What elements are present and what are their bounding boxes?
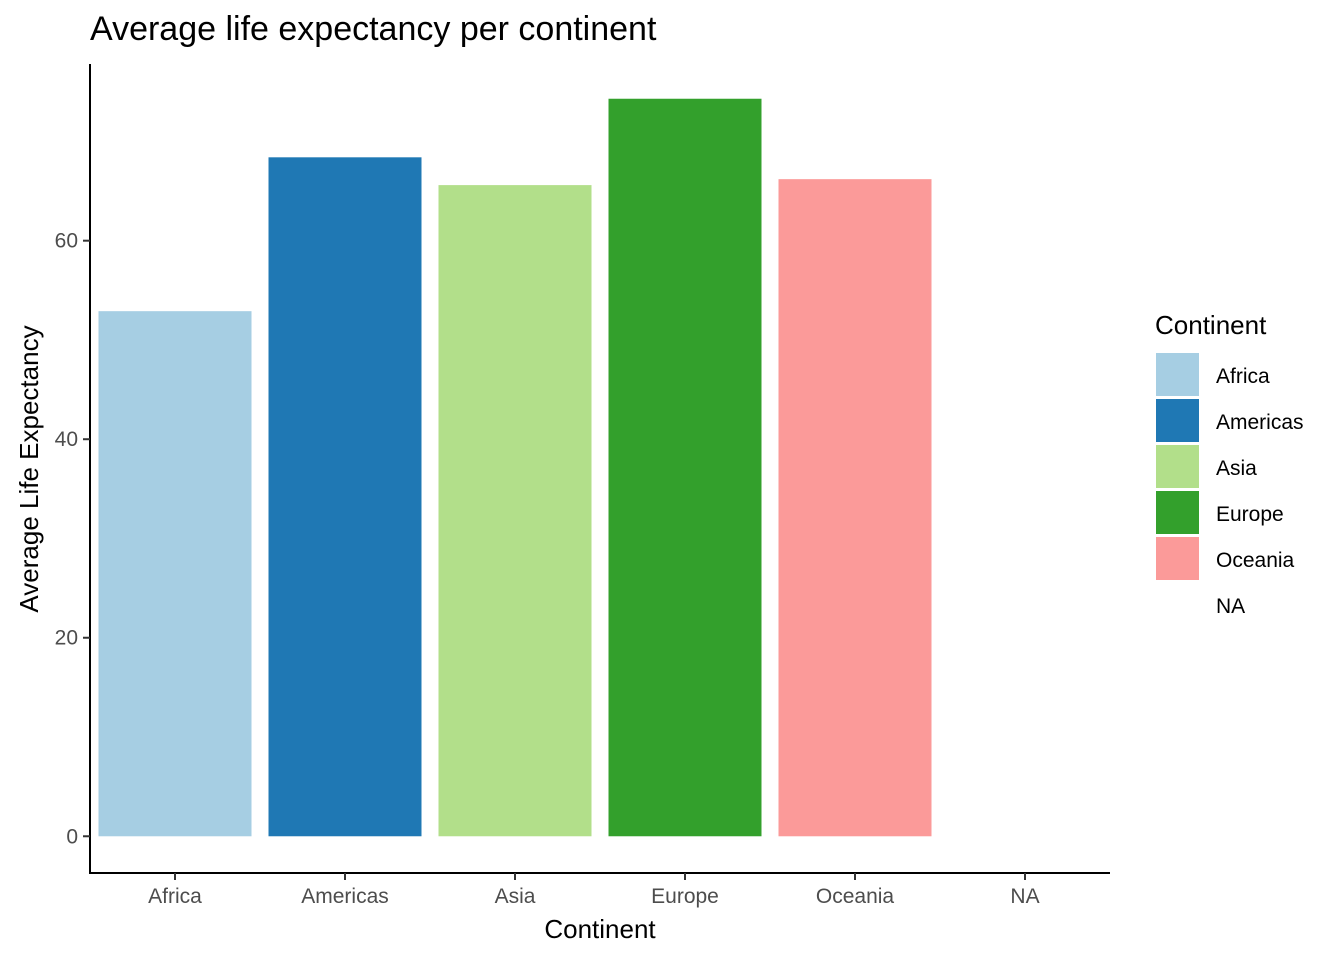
chart-title: Average life expectancy per continent (90, 10, 657, 48)
y-tick-label: 60 (55, 230, 78, 253)
x-ticks-group: Africa Americas Asia Europe Oceania NA (148, 873, 1040, 908)
legend-label: NA (1216, 595, 1245, 618)
y-tick-label: 0 (66, 825, 78, 848)
bar-africa (98, 311, 252, 837)
x-axis-title: Continent (544, 914, 656, 944)
legend-key-na (1156, 583, 1199, 626)
legend-label: Oceania (1216, 549, 1295, 572)
legend-label: Americas (1216, 411, 1304, 434)
legend-label: Europe (1216, 503, 1284, 526)
x-tick-label: NA (1010, 885, 1039, 908)
y-ticks-group: 0 20 40 60 (55, 230, 90, 848)
legend-key-europe (1156, 491, 1199, 534)
x-tick-label: Americas (301, 885, 389, 908)
x-tick-label: Europe (651, 885, 719, 908)
y-tick-label: 40 (55, 428, 78, 451)
legend-label: Asia (1216, 457, 1257, 480)
y-tick-label: 20 (55, 627, 78, 650)
bar-oceania (778, 179, 932, 837)
legend-key-americas (1156, 399, 1199, 442)
y-axis-title: Average Life Expectancy (14, 325, 44, 612)
x-tick-label: Africa (148, 885, 202, 908)
bar-europe (608, 98, 762, 837)
legend-key-africa (1156, 353, 1199, 396)
bar-americas (268, 157, 422, 837)
legend-entries: Africa Americas Asia Europe Oceania NA (1156, 353, 1304, 626)
legend-key-asia (1156, 445, 1199, 488)
x-tick-label: Oceania (816, 885, 895, 908)
x-tick-label: Asia (495, 885, 536, 908)
bar-asia (438, 185, 592, 837)
legend-title: Continent (1155, 310, 1267, 340)
bars-group (98, 98, 932, 837)
legend: Continent Africa Americas Asia Europe Oceani… (1155, 310, 1304, 626)
legend-key-oceania (1156, 537, 1199, 580)
legend-label: Africa (1216, 365, 1270, 388)
